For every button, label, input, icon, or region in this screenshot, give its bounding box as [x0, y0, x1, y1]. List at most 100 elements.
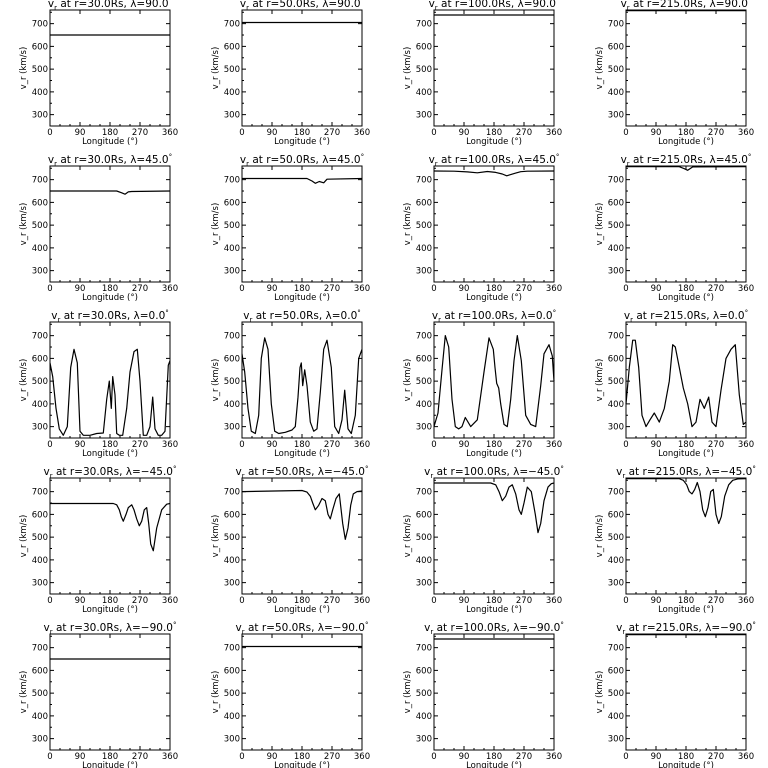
- plot-frame: [241, 477, 363, 595]
- title-at: at r=: [630, 0, 660, 10]
- x-tick-label: 270: [708, 752, 724, 762]
- title-deg: °: [165, 309, 169, 317]
- y-axis-label: v_r (km/s): [19, 203, 29, 246]
- x-tick-label: 180: [678, 440, 694, 450]
- x-axis-label: Longitude (°): [82, 605, 138, 615]
- y-tick-label: 600: [416, 198, 432, 208]
- title-rs: Rs, λ=: [306, 310, 340, 322]
- y-tick-label: 600: [416, 354, 432, 364]
- y-tick-label: 500: [608, 533, 624, 543]
- title-lat: −45.0: [141, 466, 173, 478]
- subplot-10: vr at r=50.0Rs, λ=0.0° 0 90 180 270 360 300 400…: [211, 309, 370, 459]
- y-axis-label: v_r (km/s): [595, 671, 605, 714]
- x-tick-label: 270: [324, 752, 340, 762]
- title-lat: 45.0: [337, 154, 360, 166]
- x-tick-label: 360: [738, 128, 754, 138]
- y-tick-label: 400: [416, 244, 432, 254]
- y-tick-label: 700: [416, 644, 432, 654]
- y-tick-label: 600: [608, 666, 624, 676]
- x-tick-label: 90: [267, 752, 278, 762]
- speed-curve: [433, 170, 555, 177]
- x-tick-label: 360: [354, 128, 370, 138]
- x-tick-label: 180: [486, 752, 502, 762]
- x-tick-label: 0: [239, 752, 244, 762]
- speed-curve: [49, 348, 171, 436]
- title-sub: r: [54, 4, 57, 12]
- x-tick-label: 360: [738, 752, 754, 762]
- y-tick-label: 500: [224, 377, 240, 387]
- y-tick-label: 400: [608, 556, 624, 566]
- x-tick-label: 0: [47, 752, 52, 762]
- title-at: at r=: [625, 466, 655, 478]
- x-tick-label: 180: [294, 596, 310, 606]
- x-tick-label: 0: [47, 440, 52, 450]
- x-tick-label: 0: [431, 284, 436, 294]
- title-deg: °: [752, 465, 756, 473]
- x-axis-label: Longitude (°): [274, 137, 330, 147]
- title-v: v: [48, 154, 54, 166]
- subplot-15: vr at r=100.0Rs, λ=−45.0° 0 90 180 270 360 300…: [403, 465, 564, 615]
- title-v: v: [621, 0, 627, 10]
- title-lat: 0.0: [341, 310, 358, 322]
- title-rs: Rs, λ=: [494, 466, 528, 478]
- title-lat: 0.0: [728, 310, 745, 322]
- panel-title: vr at r=100.0Rs, λ=−90.0°: [424, 621, 564, 636]
- x-axis-label: Longitude (°): [466, 137, 522, 147]
- subplot-1: vr at r=30.0Rs, λ=90.0° 0 90 180 270 360 300 40…: [19, 0, 178, 147]
- x-tick-label: 180: [486, 284, 502, 294]
- title-deg: °: [553, 309, 557, 317]
- y-tick-label: 300: [608, 423, 624, 433]
- title-lat: 90.0: [145, 0, 168, 10]
- y-tick-label: 500: [416, 533, 432, 543]
- x-tick-label: 270: [708, 596, 724, 606]
- x-tick-label: 270: [132, 128, 148, 138]
- y-tick-label: 500: [224, 533, 240, 543]
- panel-title: vr at r=50.0Rs, λ=90.0°: [240, 0, 364, 12]
- y-tick-label: 700: [32, 176, 48, 186]
- title-v: v: [240, 154, 246, 166]
- x-tick-label: 270: [132, 752, 148, 762]
- panel-title: vr at r=215.0Rs, λ=45.0°: [621, 153, 752, 168]
- y-tick-label: 300: [608, 735, 624, 745]
- y-tick-label: 700: [224, 20, 240, 30]
- title-sub: r: [242, 628, 245, 636]
- x-tick-label: 360: [738, 284, 754, 294]
- y-tick-label: 500: [32, 533, 48, 543]
- y-axis-label: v_r (km/s): [403, 203, 413, 246]
- title-r: 50.0: [279, 154, 302, 166]
- title-deg: °: [560, 465, 564, 473]
- y-tick-label: 700: [224, 488, 240, 498]
- x-tick-label: 180: [294, 284, 310, 294]
- y-tick-label: 500: [224, 221, 240, 231]
- plot-frame: [49, 9, 171, 127]
- title-v: v: [236, 622, 242, 634]
- x-tick-label: 180: [102, 752, 118, 762]
- x-tick-label: 270: [324, 284, 340, 294]
- x-tick-label: 360: [546, 284, 562, 294]
- title-at: at r=: [60, 310, 90, 322]
- subplot-19: vr at r=100.0Rs, λ=−90.0° 0 90 180 270 360 300…: [403, 621, 564, 768]
- title-v: v: [51, 310, 57, 322]
- subplot-7: vr at r=100.0Rs, λ=45.0° 0 90 180 270 360 300 4…: [403, 153, 562, 303]
- y-tick-label: 500: [224, 689, 240, 699]
- subplot-9: vr at r=30.0Rs, λ=0.0° 0 90 180 270 360 300 400…: [19, 309, 178, 459]
- x-tick-label: 180: [294, 440, 310, 450]
- title-sub: r: [627, 4, 630, 12]
- title-rs: Rs, λ=: [106, 466, 140, 478]
- x-tick-label: 360: [354, 440, 370, 450]
- y-tick-label: 700: [416, 488, 432, 498]
- title-at: at r=: [433, 622, 463, 634]
- title-v: v: [48, 0, 54, 10]
- x-tick-label: 0: [431, 440, 436, 450]
- x-tick-label: 180: [102, 284, 118, 294]
- title-at: at r=: [57, 0, 87, 10]
- y-tick-label: 300: [32, 111, 48, 121]
- title-at: at r=: [630, 154, 660, 166]
- panel-title: vr at r=50.0Rs, λ=−45.0°: [236, 465, 369, 480]
- title-r: 30.0: [83, 622, 106, 634]
- title-v: v: [236, 466, 242, 478]
- title-v: v: [424, 622, 430, 634]
- subplot-11: vr at r=100.0Rs, λ=0.0° 0 90 180 270 360 300 40…: [403, 309, 562, 459]
- y-tick-label: 500: [608, 221, 624, 231]
- y-tick-label: 600: [416, 666, 432, 676]
